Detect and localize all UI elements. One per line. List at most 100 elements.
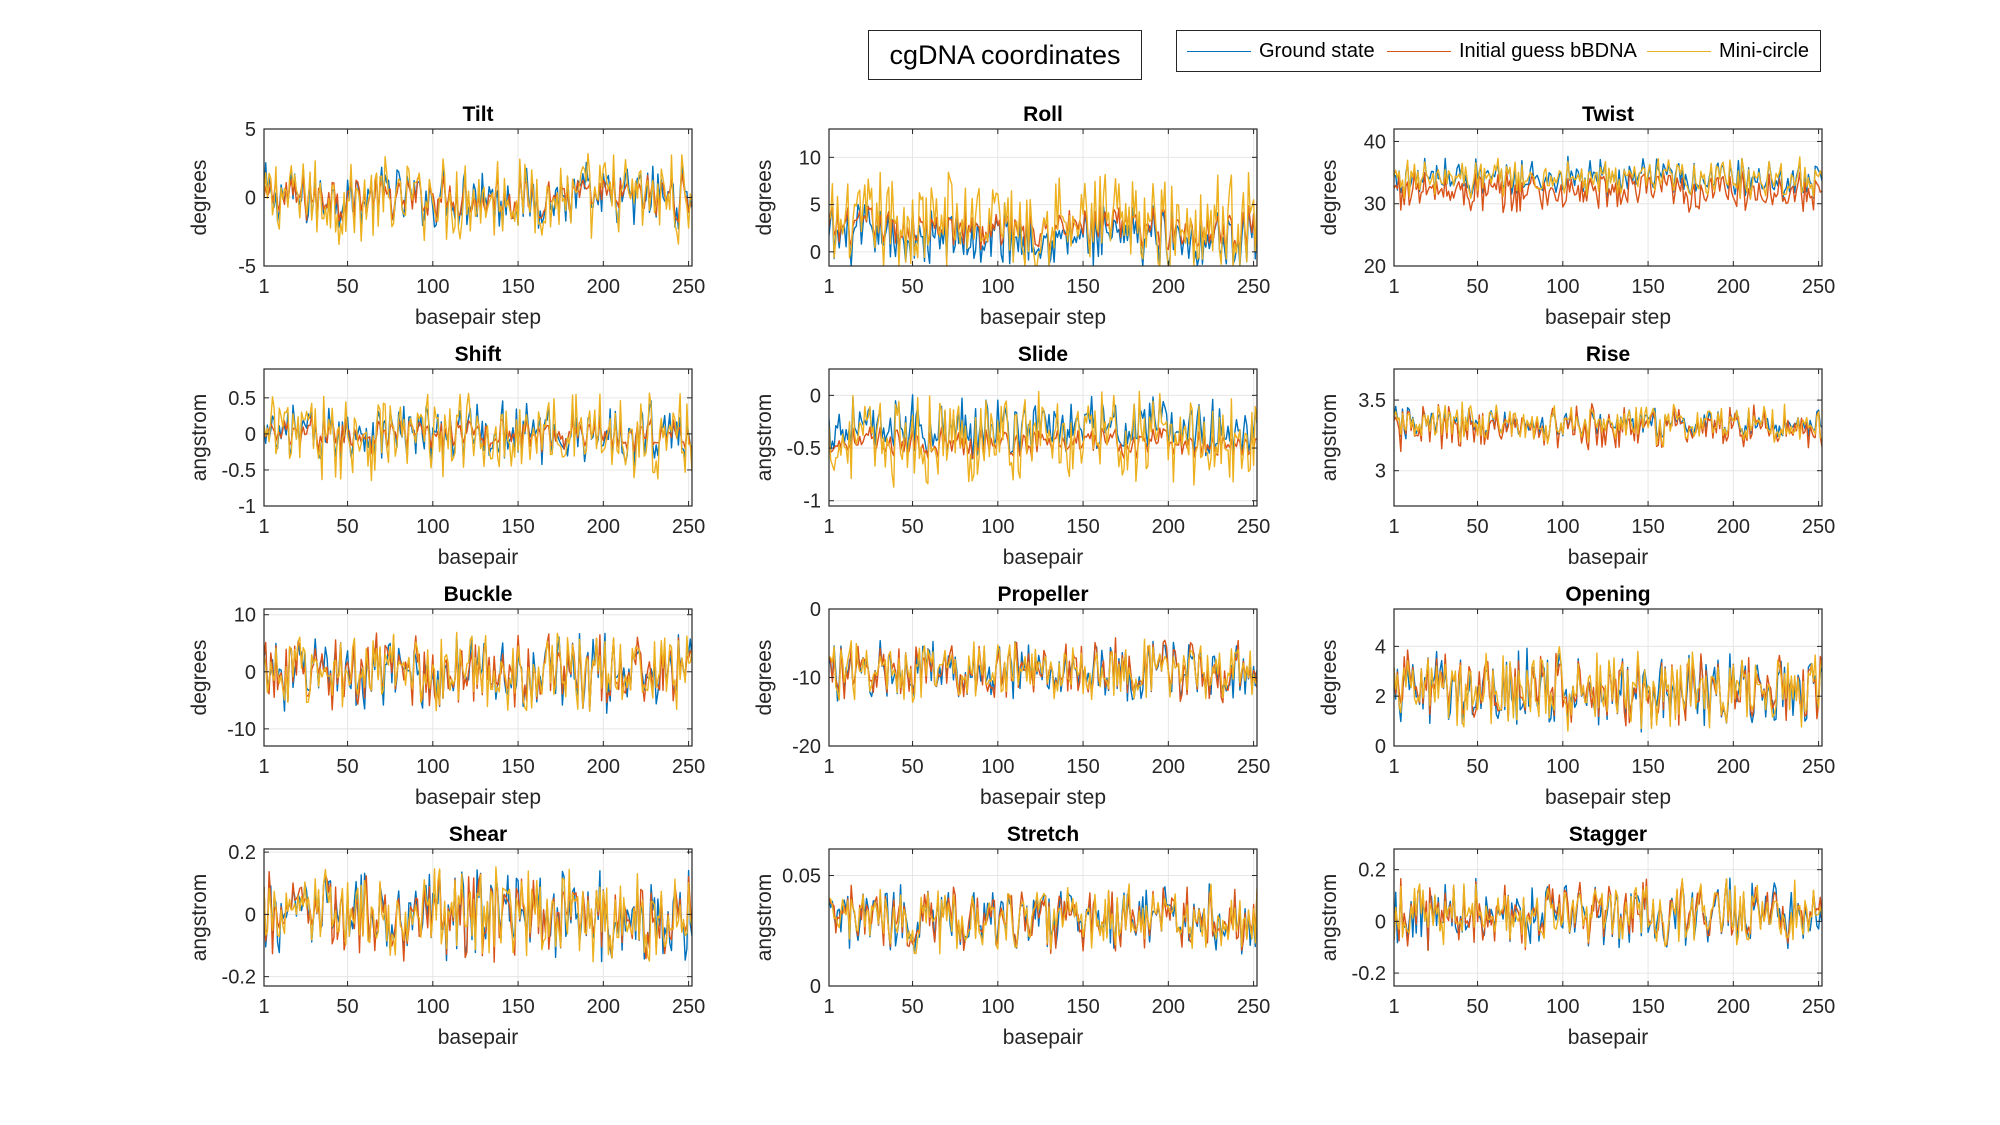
x-axis-label: basepair bbox=[1003, 546, 1084, 569]
x-tick-label: 250 bbox=[672, 276, 705, 298]
x-axis-label: basepair bbox=[1003, 1026, 1084, 1049]
x-tick-label: 200 bbox=[587, 276, 620, 298]
y-tick-label: 3 bbox=[1375, 461, 1386, 483]
x-tick-label: 50 bbox=[1466, 756, 1488, 778]
y-axis-label: degrees bbox=[753, 160, 776, 236]
axes-box bbox=[828, 128, 1258, 267]
x-tick-label: 50 bbox=[901, 756, 923, 778]
x-axis-label: basepair bbox=[1568, 546, 1649, 569]
x-tick-label: 50 bbox=[1466, 276, 1488, 298]
axes-box bbox=[263, 608, 693, 747]
series-line-mini-circle bbox=[264, 152, 692, 246]
x-tick-label: 1 bbox=[258, 276, 269, 298]
x-tick-label: 100 bbox=[416, 516, 449, 538]
x-tick-label: 200 bbox=[1152, 996, 1185, 1018]
axes-box bbox=[1393, 368, 1823, 507]
x-tick-label: 1 bbox=[258, 756, 269, 778]
y-tick-label: -0.5 bbox=[222, 460, 256, 482]
subplot-title: Rise bbox=[1586, 343, 1630, 366]
series-group bbox=[829, 883, 1257, 955]
y-tick-label: -5 bbox=[238, 256, 256, 278]
subplot-stagger: 1 50 100 150 200 250-0.200.2Staggerbasepairan… bbox=[1318, 823, 1835, 1049]
x-tick-label: 250 bbox=[1802, 756, 1835, 778]
y-axis-label: angstrom bbox=[188, 394, 211, 482]
y-tick-label: -10 bbox=[227, 719, 256, 741]
x-tick-label: 50 bbox=[336, 996, 358, 1018]
axes-box bbox=[1393, 608, 1823, 747]
axes-box bbox=[1393, 848, 1823, 987]
series-group bbox=[829, 637, 1257, 704]
x-axis-label: basepair step bbox=[415, 786, 541, 809]
y-tick-label: 0 bbox=[245, 904, 256, 926]
x-tick-label: 1 bbox=[1388, 996, 1399, 1018]
series-group bbox=[264, 152, 692, 246]
x-tick-label: 150 bbox=[1066, 516, 1099, 538]
y-axis-label: degrees bbox=[753, 640, 776, 716]
subplot-title: Propeller bbox=[997, 583, 1088, 606]
y-tick-label: 40 bbox=[1364, 131, 1386, 153]
y-axis-label: angstrom bbox=[188, 874, 211, 962]
subplot-shift: 1 50 100 150 200 250-1-0.500.5Shiftbasepairan… bbox=[188, 343, 705, 569]
x-tick-label: 250 bbox=[1237, 756, 1270, 778]
series-line-mini-circle bbox=[829, 390, 1257, 488]
y-tick-label: 10 bbox=[799, 147, 821, 169]
x-tick-label: 100 bbox=[981, 996, 1014, 1018]
x-tick-label: 1 bbox=[1388, 516, 1399, 538]
x-tick-label: 100 bbox=[1546, 996, 1579, 1018]
series-group bbox=[829, 390, 1257, 488]
x-tick-label: 1 bbox=[823, 996, 834, 1018]
axes-box bbox=[828, 368, 1258, 507]
subplot-title: Roll bbox=[1023, 103, 1063, 126]
subplot-stretch: 1 50 100 150 200 25000.05Stretchbasepairangst… bbox=[753, 823, 1270, 1049]
x-tick-label: 250 bbox=[672, 516, 705, 538]
subplot-propeller: 1 50 100 150 200 250-20-100Propellerbasepair … bbox=[753, 583, 1270, 809]
series-group bbox=[1394, 401, 1822, 453]
y-tick-label: 0 bbox=[1375, 911, 1386, 933]
x-tick-label: 1 bbox=[1388, 756, 1399, 778]
axes-box bbox=[263, 848, 693, 987]
y-axis-label: degrees bbox=[188, 160, 211, 236]
x-tick-label: 1 bbox=[1388, 276, 1399, 298]
x-tick-label: 200 bbox=[587, 756, 620, 778]
y-tick-label: 0 bbox=[810, 599, 821, 621]
y-tick-label: 0 bbox=[245, 188, 256, 210]
y-tick-label: 0 bbox=[245, 662, 256, 684]
x-tick-label: 1 bbox=[258, 996, 269, 1018]
x-axis-label: basepair bbox=[438, 546, 519, 569]
x-tick-label: 100 bbox=[416, 276, 449, 298]
x-tick-label: 50 bbox=[901, 996, 923, 1018]
y-tick-label: 3.5 bbox=[1358, 390, 1386, 412]
y-tick-label: 0 bbox=[1375, 736, 1386, 758]
x-tick-label: 150 bbox=[1066, 756, 1099, 778]
y-axis-label: angstrom bbox=[753, 394, 776, 482]
x-tick-label: 100 bbox=[981, 516, 1014, 538]
x-tick-label: 200 bbox=[1152, 516, 1185, 538]
x-tick-label: 150 bbox=[501, 996, 534, 1018]
subplot-title: Tilt bbox=[462, 103, 493, 126]
series-group bbox=[829, 171, 1257, 266]
x-axis-label: basepair step bbox=[415, 306, 541, 329]
axes-box bbox=[828, 848, 1258, 987]
subplot-title: Stagger bbox=[1569, 823, 1647, 846]
x-tick-label: 250 bbox=[1237, 996, 1270, 1018]
x-tick-label: 1 bbox=[823, 756, 834, 778]
x-tick-label: 150 bbox=[501, 276, 534, 298]
figure-title: cgDNA coordinates bbox=[868, 30, 1142, 80]
series-group bbox=[1394, 155, 1822, 214]
x-tick-label: 50 bbox=[901, 276, 923, 298]
subplot-title: Shear bbox=[449, 823, 507, 846]
subplot-title: Shift bbox=[455, 343, 502, 366]
y-tick-label: 0 bbox=[810, 242, 821, 264]
x-tick-label: 150 bbox=[1631, 756, 1664, 778]
x-tick-label: 150 bbox=[1066, 276, 1099, 298]
subplot-title: Stretch bbox=[1007, 823, 1079, 846]
subplot-title: Twist bbox=[1582, 103, 1634, 126]
y-axis-label: angstrom bbox=[1318, 394, 1341, 482]
x-tick-label: 1 bbox=[258, 516, 269, 538]
x-tick-label: 200 bbox=[1152, 276, 1185, 298]
plot-area bbox=[264, 849, 692, 986]
y-tick-label: 10 bbox=[234, 605, 256, 627]
